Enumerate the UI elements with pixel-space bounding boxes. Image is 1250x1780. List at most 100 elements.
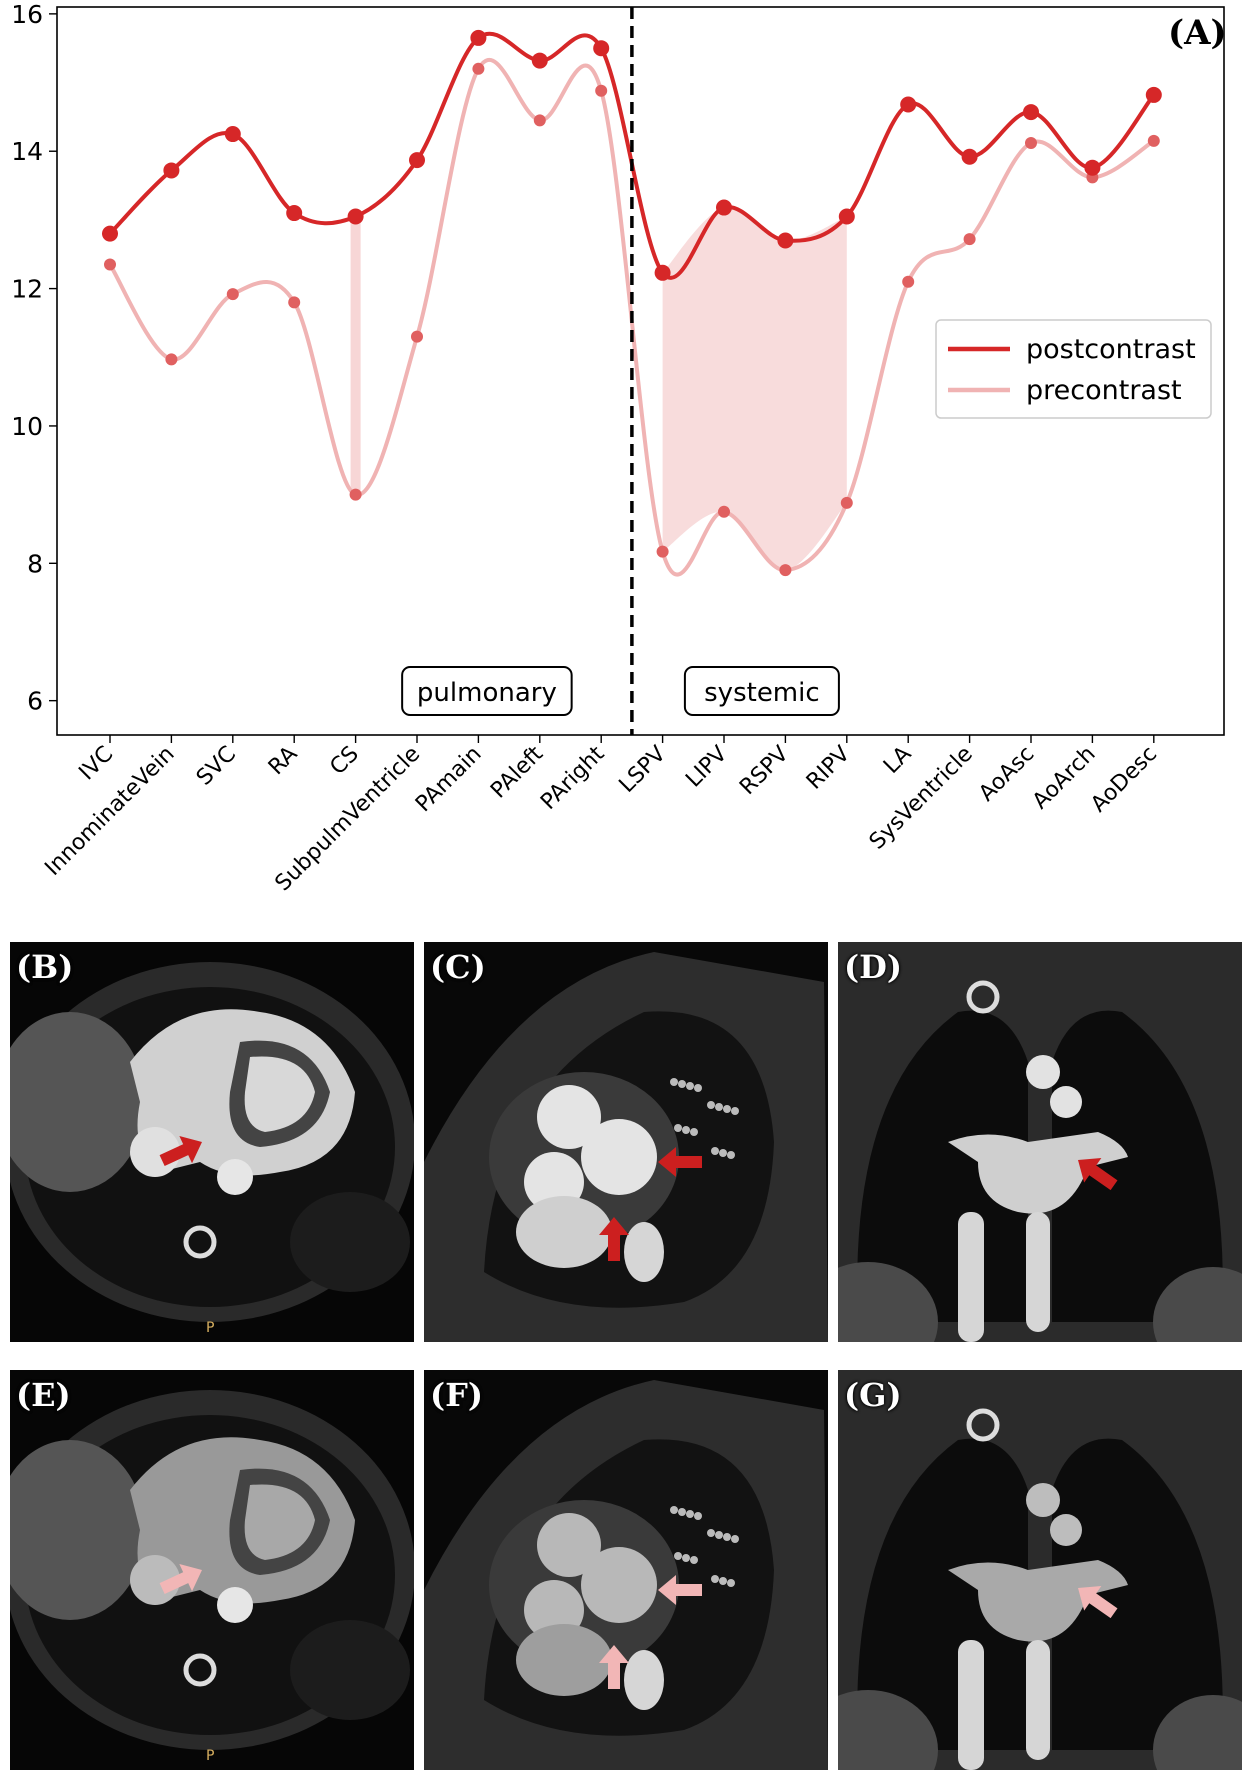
pointer-arrow bbox=[599, 1217, 629, 1261]
point-postcontrast-LSPV bbox=[654, 264, 671, 281]
point-postcontrast-SVC bbox=[224, 126, 241, 143]
pulmonary-vessel bbox=[678, 1508, 686, 1516]
point-postcontrast-IVC bbox=[102, 225, 118, 242]
point-postcontrast-LIPV bbox=[716, 199, 732, 216]
pointer-arrow bbox=[159, 1136, 202, 1167]
region-label-pulmonary: pulmonary bbox=[401, 666, 573, 716]
pulmonary-artery bbox=[1050, 1514, 1082, 1546]
mri-panel-f: (F) bbox=[424, 1370, 828, 1770]
pulmonary-vessel bbox=[715, 1103, 723, 1111]
pulmonary-vessel bbox=[682, 1126, 690, 1134]
point-precontrast-RA bbox=[288, 296, 301, 309]
liver bbox=[838, 1690, 938, 1770]
point-postcontrast-SubpulmVentricle bbox=[409, 152, 425, 169]
region-label-box bbox=[401, 666, 573, 716]
x-tick-label-LIPV: LIPV bbox=[681, 742, 732, 793]
descending-aorta bbox=[217, 1159, 253, 1195]
point-postcontrast-CS bbox=[347, 208, 364, 225]
mri-image-c bbox=[424, 942, 828, 1342]
point-postcontrast-SysVentricle bbox=[961, 148, 978, 165]
point-precontrast-LIPV bbox=[718, 505, 730, 518]
pulmonary-vessel bbox=[707, 1529, 715, 1537]
panel-label-e: (E) bbox=[16, 1376, 71, 1414]
point-precontrast-SubpulmVentricle bbox=[411, 330, 423, 343]
x-tick-label-PAmain: PAmain bbox=[411, 742, 487, 818]
mri-image-f bbox=[424, 1370, 828, 1770]
descending-aorta bbox=[1026, 1640, 1050, 1760]
aortic-root bbox=[581, 1119, 657, 1195]
y-tick-label: 14 bbox=[11, 137, 43, 166]
point-postcontrast-InnominateVein bbox=[163, 162, 180, 179]
pulmonary-vessel bbox=[731, 1107, 739, 1115]
aortic-arch bbox=[1026, 1055, 1060, 1089]
pulmonary-vessel bbox=[678, 1080, 686, 1088]
atrium bbox=[516, 1624, 612, 1696]
mri-panel-g: (G) bbox=[838, 1370, 1242, 1770]
point-precontrast-LA bbox=[902, 275, 915, 288]
right-lung bbox=[857, 1010, 1028, 1322]
lung bbox=[290, 1620, 410, 1720]
panel-label-b: (B) bbox=[16, 948, 74, 986]
descending-aorta bbox=[1026, 1212, 1050, 1332]
region-label-text: systemic bbox=[704, 678, 820, 708]
point-postcontrast-PAmain bbox=[470, 29, 487, 46]
trachea bbox=[966, 980, 1000, 1014]
pulmonary-artery bbox=[1050, 1086, 1082, 1118]
point-precontrast-PAleft bbox=[533, 114, 546, 127]
point-postcontrast-PAleft bbox=[531, 52, 548, 69]
x-tick-label-SVC: SVC bbox=[192, 742, 241, 791]
point-postcontrast-PAright bbox=[593, 40, 610, 57]
point-precontrast-AoAsc bbox=[1025, 136, 1037, 149]
pointer-arrow bbox=[599, 1645, 629, 1689]
pulmonary-vessel bbox=[715, 1531, 723, 1539]
point-postcontrast-AoDesc bbox=[1145, 86, 1162, 103]
pulmonary-vessel bbox=[723, 1533, 731, 1541]
descending-aorta bbox=[624, 1650, 664, 1710]
point-precontrast-PAmain bbox=[472, 62, 485, 75]
pointer-arrow bbox=[1078, 1586, 1118, 1619]
legend-label-postcontrast: postcontrast bbox=[1026, 334, 1196, 365]
left-lung bbox=[1052, 1010, 1223, 1322]
legend: postcontrast precontrast bbox=[935, 319, 1212, 419]
point-precontrast-AoDesc bbox=[1147, 134, 1160, 147]
orientation-marker-b: P bbox=[206, 1320, 215, 1336]
legend-label-precontrast: precontrast bbox=[1026, 375, 1182, 406]
point-precontrast-InnominateVein bbox=[165, 353, 178, 366]
point-postcontrast-RA bbox=[286, 205, 303, 222]
point-precontrast-IVC bbox=[104, 258, 116, 271]
pulmonary-vessel bbox=[686, 1510, 694, 1518]
trachea bbox=[966, 1408, 1000, 1442]
point-precontrast-CS bbox=[349, 488, 362, 501]
liver bbox=[10, 1012, 145, 1192]
series-line-precontrast bbox=[108, 57, 1155, 577]
liver bbox=[10, 1440, 145, 1620]
pulmonary-vessel bbox=[670, 1078, 678, 1086]
y-tick-label: 10 bbox=[11, 412, 43, 441]
y-tick-label: 12 bbox=[11, 275, 43, 304]
inferior-vena-cava bbox=[958, 1640, 984, 1770]
pointer-arrow bbox=[159, 1564, 202, 1595]
point-precontrast-RIPV bbox=[840, 496, 853, 509]
y-tick-label: 6 bbox=[27, 687, 43, 716]
orientation-marker-e: P bbox=[206, 1748, 215, 1764]
atrium bbox=[516, 1196, 612, 1268]
series-points bbox=[102, 29, 1162, 577]
x-tick-label-RSPV: RSPV bbox=[735, 742, 793, 800]
pulmonary-vessel bbox=[694, 1512, 702, 1520]
aortic-arch bbox=[1026, 1483, 1060, 1517]
point-precontrast-LSPV bbox=[656, 545, 669, 558]
pulmonary-vessel bbox=[711, 1147, 719, 1155]
pulmonary-artery bbox=[537, 1513, 601, 1577]
pulmonary-vessel bbox=[731, 1535, 739, 1543]
pulmonary-vessel bbox=[707, 1101, 715, 1109]
mri-image-e bbox=[10, 1370, 414, 1770]
pulmonary-vessel bbox=[674, 1552, 682, 1560]
aortic-root bbox=[581, 1547, 657, 1623]
x-tick-label-LSPV: LSPV bbox=[615, 742, 671, 798]
pulmonary-vessel bbox=[719, 1149, 727, 1157]
pulmonary-vessel bbox=[690, 1128, 698, 1136]
left-atrium-and-pulmonary-veins bbox=[948, 1132, 1128, 1214]
y-tick-label: 8 bbox=[27, 549, 43, 578]
